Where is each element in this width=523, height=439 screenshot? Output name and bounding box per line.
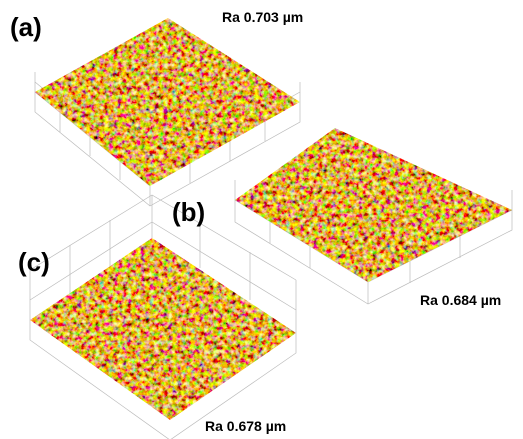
roughness-label: Ra 0.684 µm [420, 292, 501, 308]
figure: (a) Ra 0.703 µm (b) Ra 0.684 µm (c) Ra 0… [0, 0, 523, 439]
surface-texture [30, 10, 310, 190]
panel-label: (b) [172, 197, 205, 227]
surface-texture [230, 120, 520, 290]
panel-label: (c) [18, 247, 50, 277]
panel-label: (a) [10, 12, 42, 42]
surface-b [230, 120, 520, 290]
surface-a [30, 10, 310, 190]
roughness-label: Ra 0.703 µm [222, 9, 303, 25]
surface-texture [25, 230, 305, 425]
roughness-label: Ra 0.678 µm [205, 418, 286, 434]
surface-c [25, 230, 305, 425]
